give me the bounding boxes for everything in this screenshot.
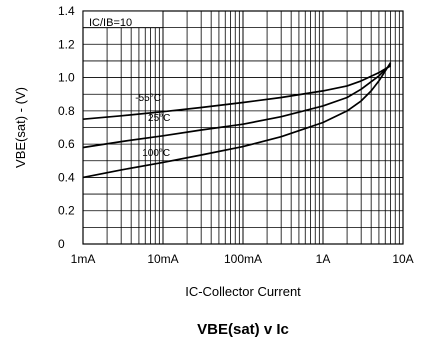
y-axis-label: VBE(sat) - (V) — [13, 87, 28, 168]
series-line-1 — [82, 63, 392, 149]
x-tick-label: 10mA — [147, 252, 178, 266]
condition-box — [82, 10, 164, 29]
y-tick-label: 1.0 — [58, 71, 75, 85]
y-tick-label: 1.2 — [58, 37, 75, 51]
y-tick-label: 0.8 — [58, 104, 75, 118]
series-label-0: -55°C — [135, 93, 161, 104]
series-line-0 — [82, 65, 392, 121]
grid — [82, 10, 403, 245]
y-tick-label: 0.4 — [58, 170, 75, 184]
x-tick-labels: 1mA 10mA 100mA 1A 10A — [71, 252, 414, 266]
x-tick-label: 100mA — [224, 252, 262, 266]
series-label-2: 100°C — [142, 148, 170, 159]
y-tick-label: 0.6 — [58, 137, 75, 151]
condition-label: IC/IB=10 — [89, 17, 132, 29]
series-lines — [82, 62, 392, 179]
x-tick-label: 10A — [392, 252, 413, 266]
series-labels: -55°C 25°C 100°C — [135, 93, 170, 159]
plot-frame — [82, 10, 404, 245]
chart-title: VBE(sat) v Ic — [197, 321, 289, 338]
y-tick-label: 0.2 — [58, 204, 75, 218]
series-line-2 — [82, 62, 392, 179]
y-tick-label: 0 — [58, 237, 65, 251]
y-tick-labels: 0 0.2 0.4 0.6 0.8 1.0 1.2 1.4 — [58, 4, 75, 251]
y-tick-label: 1.4 — [58, 4, 75, 18]
x-axis-label: IC-Collector Current — [185, 284, 301, 299]
x-tick-label: 1A — [316, 252, 331, 266]
series-label-1: 25°C — [148, 113, 170, 124]
x-tick-label: 1mA — [71, 252, 96, 266]
